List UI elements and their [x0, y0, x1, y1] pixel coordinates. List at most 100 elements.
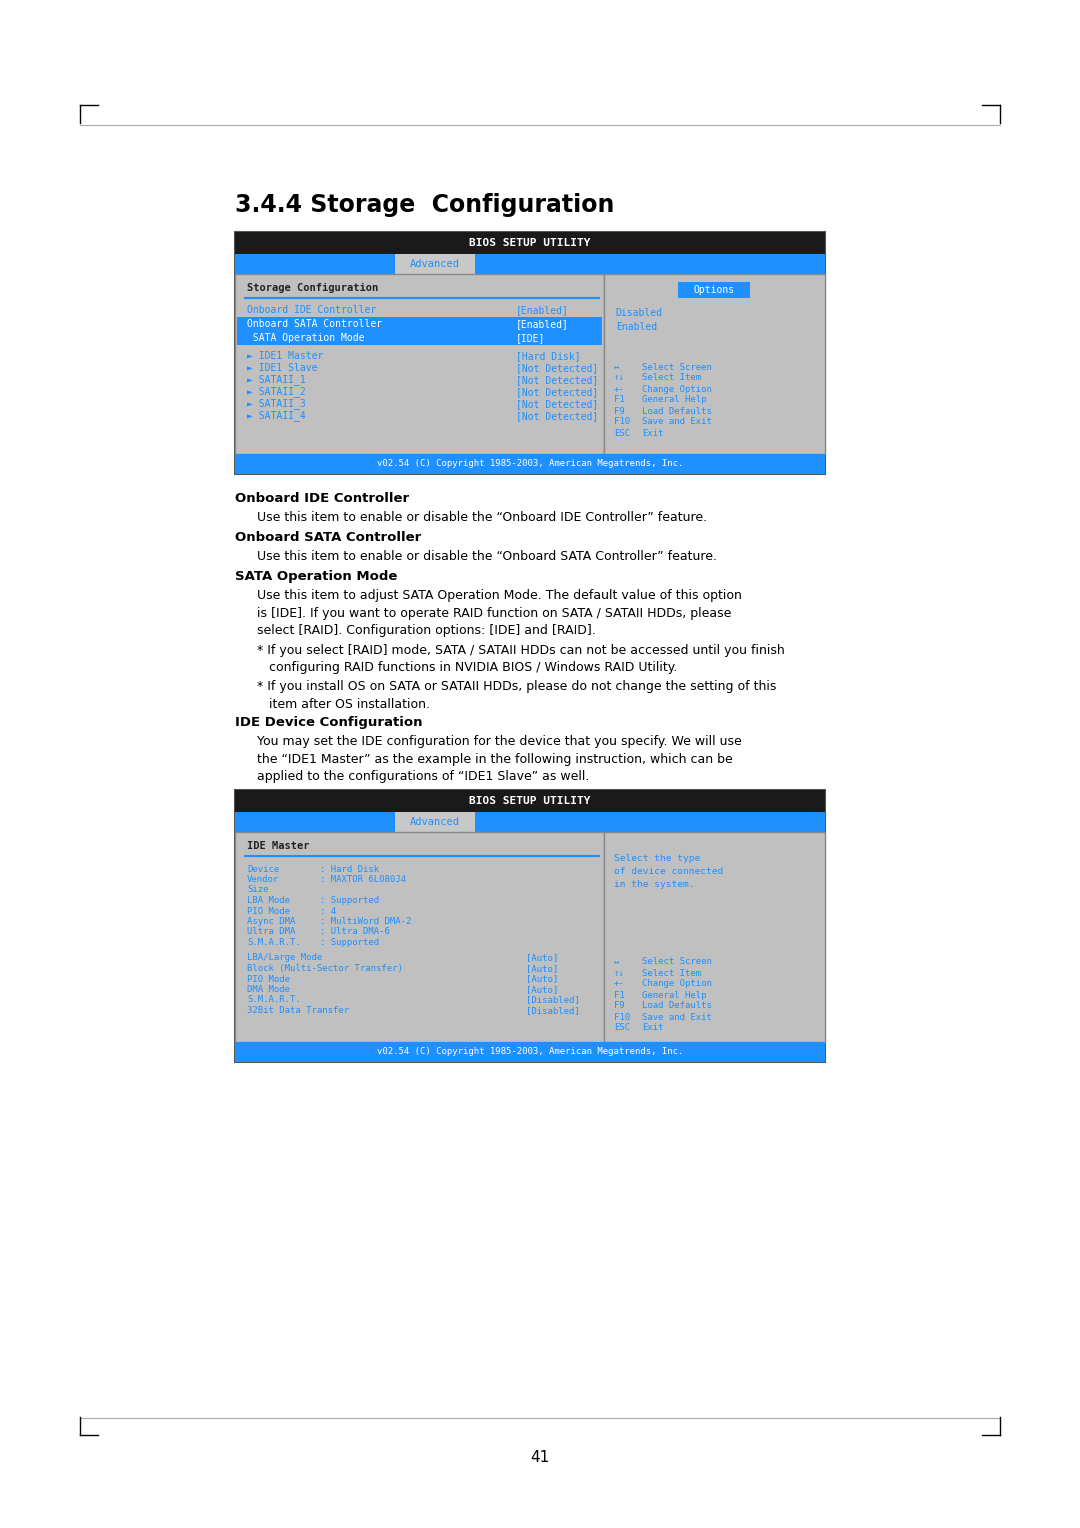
Text: S.M.A.R.T.: S.M.A.R.T.	[247, 996, 300, 1004]
Text: : 4: : 4	[320, 906, 336, 915]
Text: Onboard IDE Controller: Onboard IDE Controller	[235, 492, 409, 504]
Text: Load Defaults: Load Defaults	[642, 1001, 712, 1010]
Text: [Not Detected]: [Not Detected]	[516, 411, 598, 422]
Text: [Enabled]: [Enabled]	[516, 319, 569, 329]
Text: v02.54 (C) Copyright 1985-2003, American Megatrends, Inc.: v02.54 (C) Copyright 1985-2003, American…	[377, 1048, 684, 1056]
Text: 3.4.4 Storage  Configuration: 3.4.4 Storage Configuration	[235, 193, 615, 217]
Text: PIO Mode: PIO Mode	[247, 975, 291, 984]
Bar	[235, 254, 825, 274]
Text: +-: +-	[613, 385, 624, 394]
Text: DMA Mode: DMA Mode	[247, 986, 291, 995]
Text: [Disabled]: [Disabled]	[526, 996, 580, 1004]
Text: Use this item to enable or disable the “Onboard IDE Controller” feature.: Use this item to enable or disable the “…	[257, 510, 707, 524]
Text: Exit: Exit	[642, 428, 663, 437]
Text: F10: F10	[613, 417, 630, 426]
Text: ► SATAII_1: ► SATAII_1	[247, 374, 306, 385]
Text: +-: +-	[613, 979, 624, 989]
Text: ► SATAII_2: ► SATAII_2	[247, 387, 306, 397]
Text: Async DMA: Async DMA	[247, 917, 295, 926]
Text: Change Option: Change Option	[642, 979, 712, 989]
Text: Onboard IDE Controller: Onboard IDE Controller	[247, 306, 376, 315]
Text: Use this item to adjust SATA Operation Mode. The default value of this option
is: Use this item to adjust SATA Operation M…	[257, 588, 742, 637]
Text: [Auto]: [Auto]	[526, 964, 558, 973]
Text: [Not Detected]: [Not Detected]	[516, 399, 598, 410]
Text: : MultiWord DMA-2: : MultiWord DMA-2	[320, 917, 411, 926]
Text: Use this item to enable or disable the “Onboard SATA Controller” feature.: Use this item to enable or disable the “…	[257, 550, 717, 562]
Bar	[237, 332, 602, 345]
Text: Select Item: Select Item	[642, 373, 701, 382]
Text: ESC: ESC	[613, 428, 630, 437]
Text: ► SATAII_3: ► SATAII_3	[247, 399, 306, 410]
Text: : Supported: : Supported	[320, 938, 379, 947]
Text: 41: 41	[530, 1450, 550, 1465]
Text: Select Item: Select Item	[642, 969, 701, 978]
Text: : Hard Disk: : Hard Disk	[320, 865, 379, 874]
Text: Select the type
of device connected
in the system.: Select the type of device connected in t…	[613, 854, 723, 889]
Text: IDE Master: IDE Master	[247, 840, 310, 851]
Text: [Auto]: [Auto]	[526, 953, 558, 963]
Text: Options: Options	[693, 286, 734, 295]
Text: Onboard SATA Controller: Onboard SATA Controller	[247, 319, 382, 329]
Text: IDE Device Configuration: IDE Device Configuration	[235, 717, 422, 729]
Text: PIO Mode: PIO Mode	[247, 906, 291, 915]
Bar	[395, 254, 475, 274]
Text: Advanced: Advanced	[410, 817, 460, 827]
Text: Storage Configuration: Storage Configuration	[247, 283, 378, 293]
Text: : MAXTOR 6L080J4: : MAXTOR 6L080J4	[320, 876, 406, 885]
Text: Block (Multi-Sector Transfer): Block (Multi-Sector Transfer)	[247, 964, 403, 973]
Text: v02.54 (C) Copyright 1985-2003, American Megatrends, Inc.: v02.54 (C) Copyright 1985-2003, American…	[377, 460, 684, 469]
Bar	[237, 316, 602, 332]
Text: Exit: Exit	[642, 1024, 663, 1033]
Text: LBA/Large Mode: LBA/Large Mode	[247, 953, 322, 963]
Text: Save and Exit: Save and Exit	[642, 1013, 712, 1022]
Text: [Not Detected]: [Not Detected]	[516, 387, 598, 397]
Text: F9: F9	[613, 406, 624, 416]
Text: ↔: ↔	[613, 362, 619, 371]
Text: [Disabled]: [Disabled]	[526, 1005, 580, 1015]
Text: General Help: General Help	[642, 990, 706, 999]
Text: Size: Size	[247, 886, 269, 894]
Text: Select Screen: Select Screen	[642, 362, 712, 371]
Text: Load Defaults: Load Defaults	[642, 406, 712, 416]
Text: [Not Detected]: [Not Detected]	[516, 364, 598, 373]
Bar	[604, 274, 825, 454]
Text: Vendor: Vendor	[247, 876, 280, 885]
Text: [Enabled]: [Enabled]	[516, 306, 569, 315]
Text: Select Screen: Select Screen	[642, 958, 712, 967]
Bar	[235, 811, 825, 833]
Text: F1: F1	[613, 396, 624, 405]
Text: F10: F10	[613, 1013, 630, 1022]
Bar	[235, 790, 825, 811]
Text: ↑↓: ↑↓	[613, 373, 624, 382]
Text: Change Option: Change Option	[642, 385, 712, 394]
Text: BIOS SETUP UTILITY: BIOS SETUP UTILITY	[469, 238, 591, 248]
Text: SATA Operation Mode: SATA Operation Mode	[247, 333, 365, 342]
Text: SATA Operation Mode: SATA Operation Mode	[235, 570, 397, 584]
Bar	[235, 232, 825, 254]
Text: * If you select [RAID] mode, SATA / SATAII HDDs can not be accessed until you fi: * If you select [RAID] mode, SATA / SATA…	[257, 643, 785, 674]
Text: F1: F1	[613, 990, 624, 999]
Text: ↔: ↔	[613, 958, 619, 967]
Text: [Hard Disk]: [Hard Disk]	[516, 351, 580, 361]
Text: You may set the IDE configuration for the device that you specify. We will use
t: You may set the IDE configuration for th…	[257, 735, 742, 782]
Text: ► IDE1 Slave: ► IDE1 Slave	[247, 364, 318, 373]
Bar	[395, 811, 475, 833]
Text: F9: F9	[613, 1001, 624, 1010]
Bar	[235, 454, 825, 474]
Text: BIOS SETUP UTILITY: BIOS SETUP UTILITY	[469, 796, 591, 805]
Text: 32Bit Data Transfer: 32Bit Data Transfer	[247, 1005, 349, 1015]
Text: [Auto]: [Auto]	[526, 986, 558, 995]
Text: S.M.A.R.T.: S.M.A.R.T.	[247, 938, 300, 947]
Text: [IDE]: [IDE]	[516, 333, 545, 342]
Bar	[235, 1042, 825, 1062]
Text: General Help: General Help	[642, 396, 706, 405]
Text: Enabled: Enabled	[616, 322, 657, 332]
Text: Advanced: Advanced	[410, 260, 460, 269]
Text: [Not Detected]: [Not Detected]	[516, 374, 598, 385]
Text: Device: Device	[247, 865, 280, 874]
Text: [Auto]: [Auto]	[526, 975, 558, 984]
Text: ► SATAII_4: ► SATAII_4	[247, 411, 306, 422]
Text: LBA Mode: LBA Mode	[247, 895, 291, 905]
Text: : Supported: : Supported	[320, 895, 379, 905]
Bar	[678, 283, 751, 298]
